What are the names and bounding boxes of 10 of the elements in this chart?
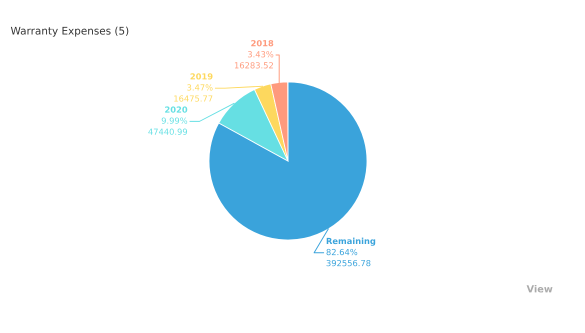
slice-label: 2018 (251, 40, 274, 46)
slice-label: Remaining (326, 238, 376, 246)
chart-title: Warranty Expenses (5) (10, 26, 128, 37)
text: View (526, 285, 552, 293)
data-label: 9.99% 47440.99 (148, 117, 188, 135)
slice-label: 2020 (165, 106, 188, 113)
data-label: 3.47% 16475.77 (174, 84, 213, 102)
data-label: 82.64% 392556.78 (326, 248, 370, 266)
slice-label: 2019 (190, 73, 213, 80)
data-label: 3.43% 16283.52 (234, 51, 274, 68)
